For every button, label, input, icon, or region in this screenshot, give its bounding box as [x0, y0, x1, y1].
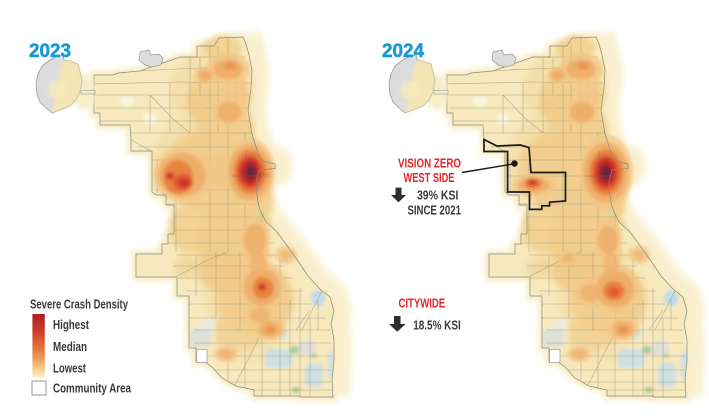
svg-text:SINCE 2021: SINCE 2021 [407, 203, 461, 218]
svg-text:CITYWIDE: CITYWIDE [399, 296, 446, 311]
svg-text:WEST SIDE: WEST SIDE [404, 170, 455, 185]
svg-text:2023: 2023 [29, 40, 71, 62]
svg-text:Lowest: Lowest [53, 362, 87, 376]
svg-text:39% KSI: 39% KSI [417, 188, 459, 203]
svg-text:2024: 2024 [382, 40, 424, 62]
svg-text:Community Area: Community Area [53, 382, 132, 396]
svg-text:Median: Median [53, 340, 87, 354]
svg-text:18.5% KSI: 18.5% KSI [413, 318, 461, 333]
svg-text:Severe Crash Density: Severe Crash Density [30, 297, 129, 312]
svg-text:Highest: Highest [53, 318, 90, 332]
svg-text:VISION ZERO: VISION ZERO [398, 156, 461, 171]
